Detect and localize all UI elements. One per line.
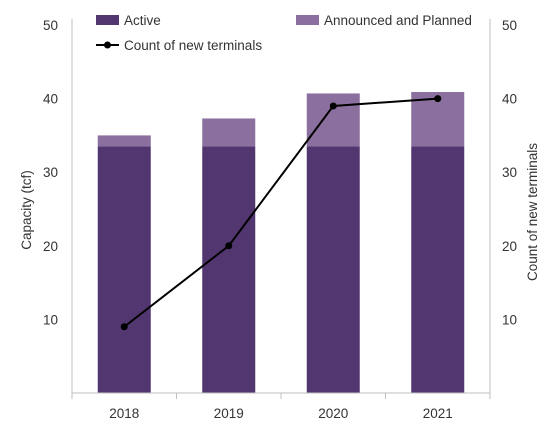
y2-axis-title: Count of new terminals (525, 143, 540, 281)
bar-active-2021 (411, 146, 465, 393)
bar-announced-2020 (306, 93, 360, 147)
axes-layer (71, 19, 491, 399)
legend-swatch-announced (296, 15, 319, 25)
bar-active-2019 (202, 146, 256, 393)
tick-labels-layer: 10 20 30 40 50 10 20 30 40 50 2018 2019 2020 2021 (43, 18, 517, 421)
bar-active-2020 (306, 146, 360, 393)
legend-label-active: Active (124, 13, 161, 28)
bars-layer (97, 91, 465, 393)
line-count-of-new-terminals (123, 97, 438, 328)
y2-tick-label: 10 (502, 312, 517, 327)
y2-tick-label: 50 (502, 18, 517, 33)
x-tick-label: 2021 (423, 406, 453, 421)
line-layer (120, 95, 442, 331)
legend-swatch-active (96, 15, 119, 25)
line-point-2019 (225, 242, 233, 250)
x-tick-label: 2018 (109, 406, 139, 421)
bar-announced-2018 (97, 135, 151, 147)
y-tick-label: 10 (43, 312, 58, 327)
y-axis-title: Capacity (tcf) (19, 170, 34, 250)
y-tick-label: 20 (43, 239, 58, 254)
x-tick-label: 2019 (214, 406, 244, 421)
line-point-2021 (434, 95, 442, 103)
y-tick-label: 30 (43, 165, 58, 180)
y2-tick-label: 20 (502, 239, 517, 254)
line-point-2020 (329, 102, 337, 110)
y-tick-label: 40 (43, 92, 58, 107)
x-tick-label: 2020 (318, 406, 348, 421)
y-tick-label: 50 (43, 18, 58, 33)
line-point-2018 (120, 323, 128, 331)
legend-marker-count (104, 41, 111, 49)
legend-label-announced: Announced and Planned (324, 13, 472, 28)
legend-label-count: Count of new terminals (124, 38, 262, 53)
y2-tick-label: 30 (502, 165, 517, 180)
bar-active-2018 (97, 146, 151, 393)
legend: Active Announced and Planned Count of ne… (96, 13, 472, 53)
y2-tick-label: 40 (502, 92, 517, 107)
bar-announced-2019 (202, 118, 256, 147)
